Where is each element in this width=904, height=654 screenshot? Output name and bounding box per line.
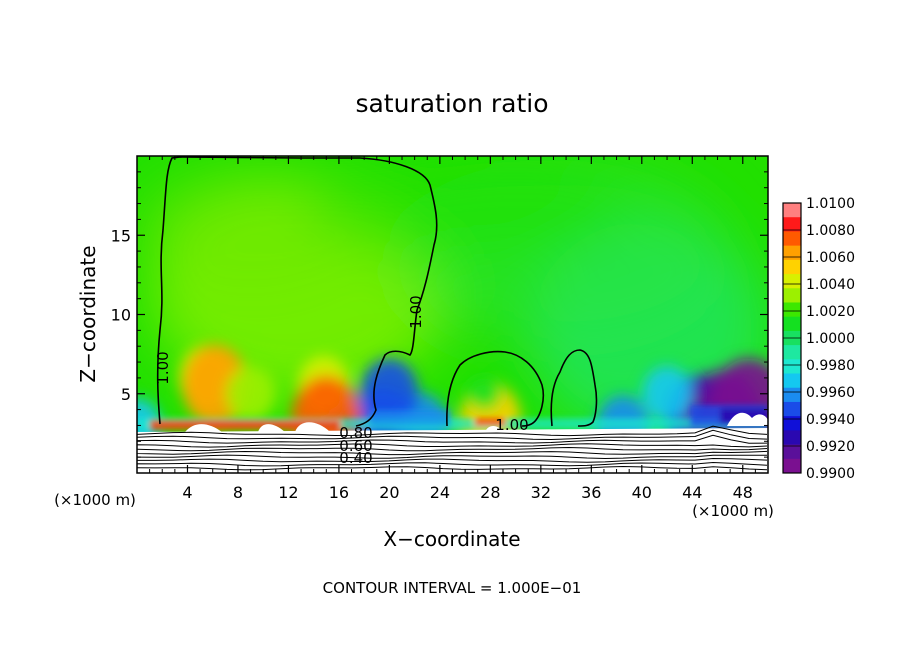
x-tick-label: 48 — [733, 483, 753, 502]
x-tick-label: 32 — [531, 483, 551, 502]
y-tick-label: 15 — [111, 226, 131, 245]
colorbar-swatch — [783, 430, 801, 446]
surface-contour-line — [137, 446, 768, 452]
y-axis-label: Z−coordinate — [76, 245, 100, 382]
colorbar-swatch — [783, 274, 801, 289]
colorbar-swatch — [783, 416, 801, 431]
colorbar-swatch — [783, 203, 801, 218]
y-tick-label: 5 — [121, 385, 131, 404]
colorbar-label: 0.9980 — [806, 358, 855, 374]
colorbar-label: 0.9960 — [806, 385, 855, 401]
colorbar-swatch — [783, 217, 801, 232]
contour-label: 1.00 — [495, 416, 528, 434]
x-tick-label: 16 — [329, 483, 349, 502]
colorbar-swatch — [783, 401, 801, 417]
surface-contour-line — [137, 461, 768, 467]
x-tick-label: 20 — [379, 483, 399, 502]
colorbar-swatch — [783, 345, 801, 360]
y-axis: 5 10 15 — [111, 171, 768, 458]
unity-contours — [156, 156, 598, 427]
colorbar-swatch — [783, 373, 801, 389]
colorbar-swatch — [783, 302, 801, 318]
x-tick-label: 12 — [278, 483, 298, 502]
field-band — [466, 377, 502, 410]
field-wash — [140, 160, 768, 440]
x-tick-label: 8 — [233, 483, 243, 502]
colorbar: 1.0100 1.0080 1.0060 1.0040 1.0020 1.0000 0.99… — [782, 196, 855, 482]
colorbar-swatch — [783, 245, 801, 261]
surface-contour-stack — [137, 425, 768, 471]
colorbar-label: 1.0080 — [806, 223, 855, 239]
colorbar-label: 1.0040 — [806, 277, 855, 293]
x-tick-label: 36 — [581, 483, 601, 502]
colorbar-swatch — [783, 231, 801, 247]
colorbar-label: 0.9940 — [806, 412, 855, 428]
x-unit-label: (×1000 m) — [692, 502, 774, 520]
field-band — [226, 366, 276, 422]
surface-contour-line — [137, 465, 768, 471]
x-tick-label: 24 — [430, 483, 450, 502]
colorbar-swatch — [783, 316, 801, 332]
contour-right-dome — [550, 349, 598, 427]
colorbar-label: 1.0000 — [806, 331, 855, 347]
x-tick-label: 44 — [682, 483, 702, 502]
colorbar-label: 0.9920 — [806, 439, 855, 455]
contour-label: 0.60 — [339, 437, 372, 455]
contour-label: 0.40 — [339, 449, 372, 467]
surface-contour-line — [137, 425, 768, 437]
colorbar-swatch — [783, 259, 801, 275]
x-tick-label: 40 — [632, 483, 652, 502]
surface-contour-line — [137, 457, 768, 463]
colorbar-label: 1.0100 — [806, 196, 855, 212]
contour-label: 0.80 — [339, 424, 372, 442]
surface-contour-line — [137, 443, 768, 448]
colorbar-swatch — [783, 458, 801, 474]
masked-terrain — [185, 412, 768, 432]
y-tick-label: 10 — [111, 306, 131, 325]
x-axis-label: X−coordinate — [383, 527, 520, 551]
colorbar-swatch — [783, 387, 801, 403]
contour-labels: 1.00 1.00 1.00 0.80 0.60 0.40 — [154, 295, 529, 467]
field-band — [642, 366, 692, 422]
sub-terrain-region — [137, 428, 768, 473]
plot-area: 1.00 1.00 1.00 0.80 0.60 0.40 — [137, 156, 768, 473]
contour-interval-note: CONTOUR INTERVAL = 1.000E−01 — [323, 579, 582, 597]
chart-title: saturation ratio — [355, 89, 548, 118]
surface-contour-line — [137, 429, 768, 441]
colorbar-label: 0.9900 — [806, 466, 855, 482]
contour-label: 1.00 — [154, 351, 172, 384]
colorbar-swatch — [783, 444, 801, 460]
surface-contour-line — [137, 434, 768, 444]
x-tick-label: 28 — [480, 483, 500, 502]
colorbar-label: 1.0020 — [806, 304, 855, 320]
surface-contour-line — [137, 450, 768, 456]
contour-left-tower — [156, 156, 438, 427]
x-tick-label: 4 — [182, 483, 192, 502]
colorbar-label: 1.0060 — [806, 250, 855, 266]
z-unit-label: (×1000 m) — [54, 491, 136, 509]
surface-contour-line — [137, 454, 767, 460]
colorbar-swatch — [783, 288, 801, 303]
contour-middle-dome — [446, 350, 545, 427]
colorbar-swatch — [783, 359, 801, 375]
contour-label: 1.00 — [407, 295, 425, 328]
x-axis: 4 8 12 16 20 24 28 32 36 40 44 48 — [149, 156, 756, 502]
